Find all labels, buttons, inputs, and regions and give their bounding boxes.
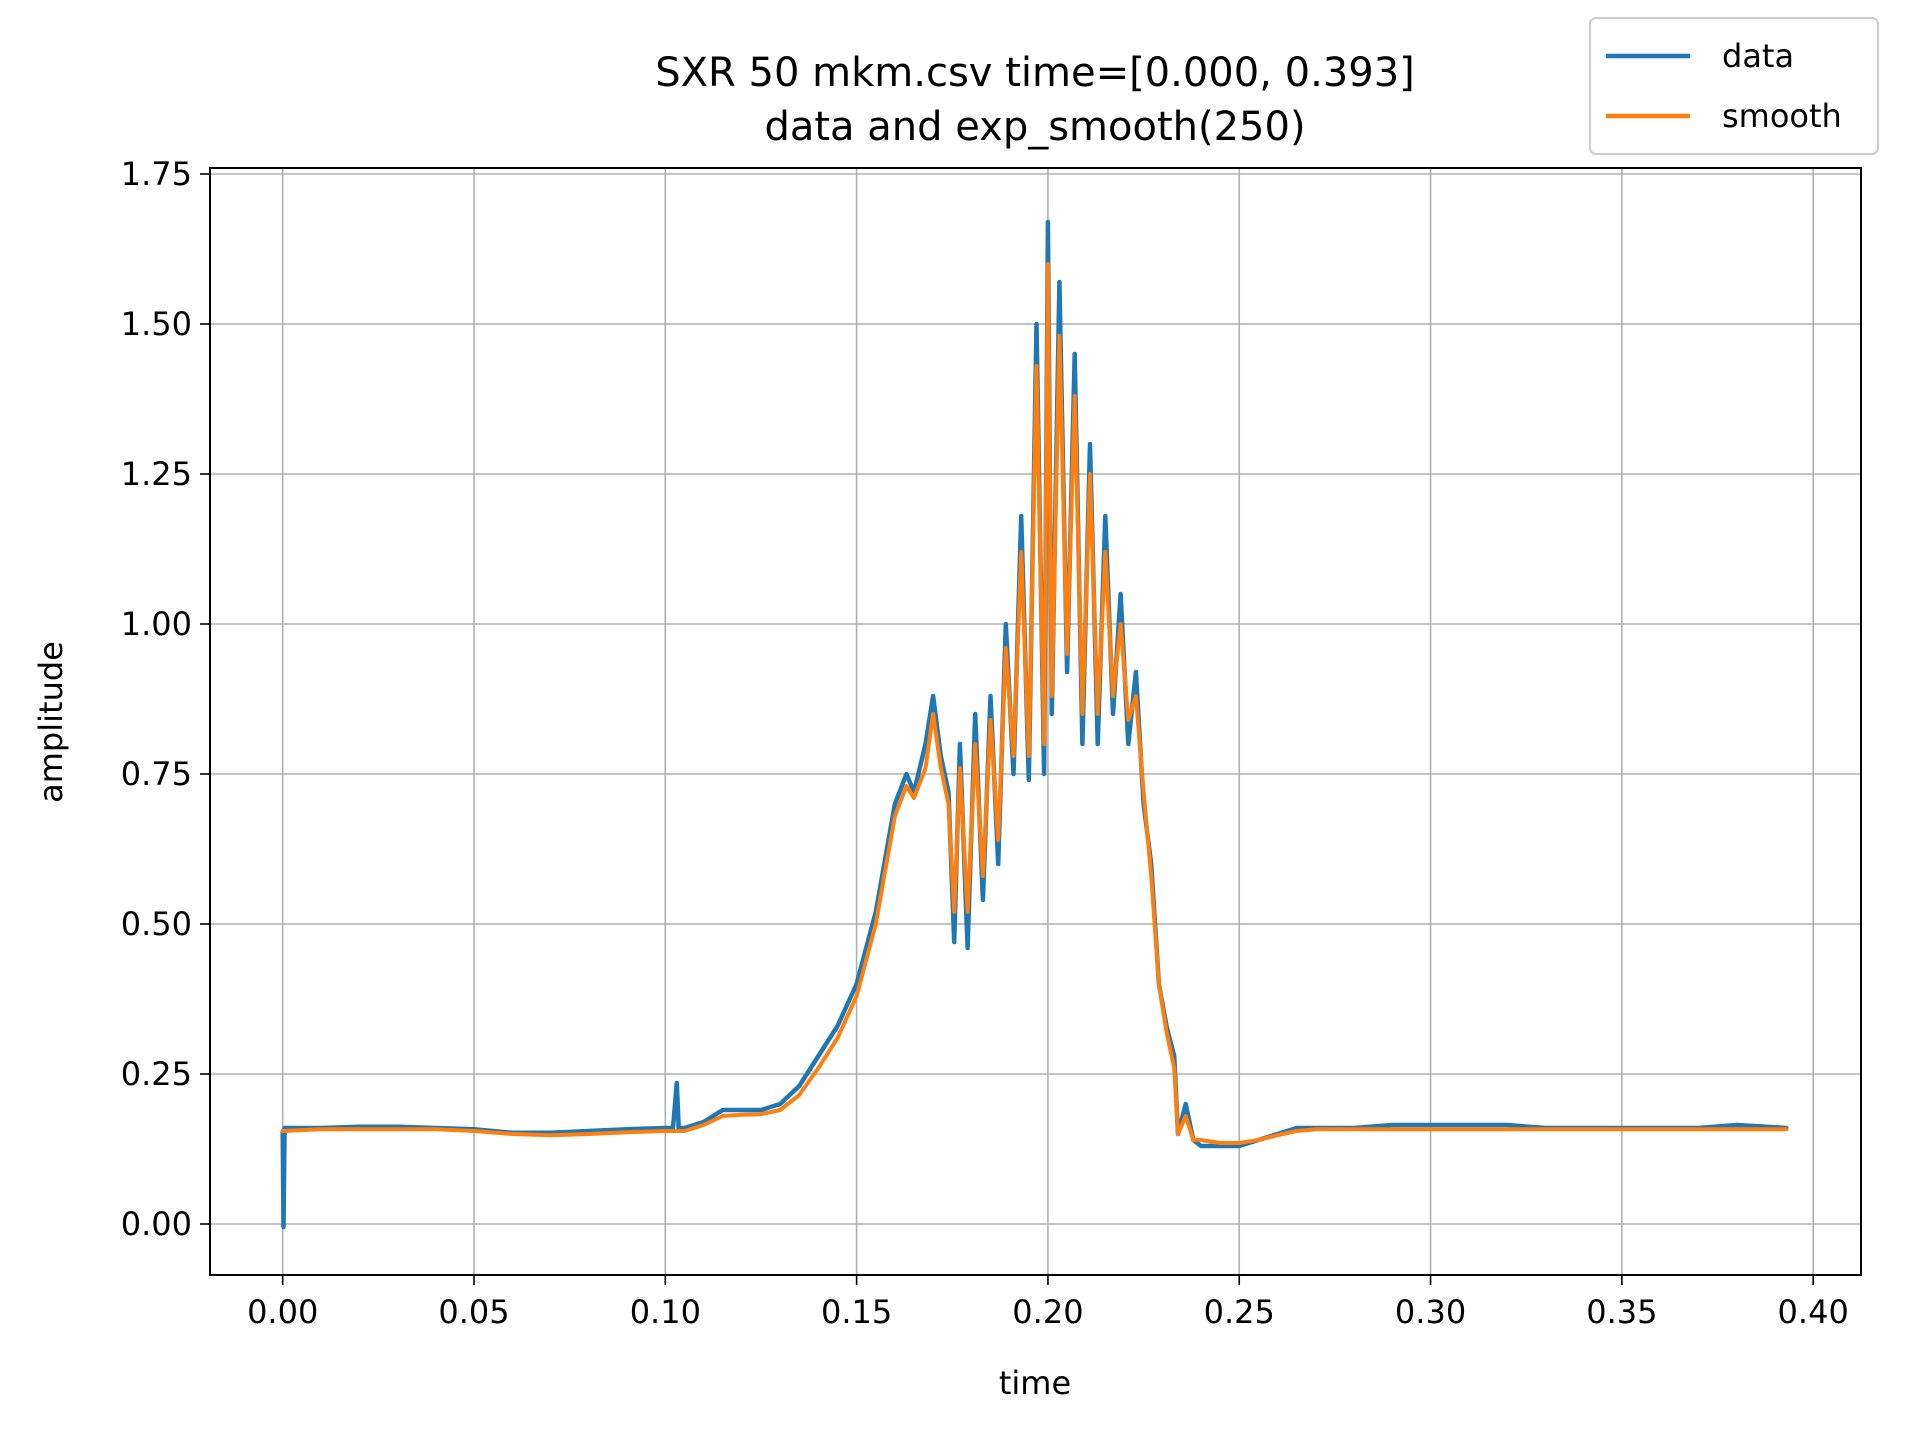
plot-lines (280, 219, 1789, 1230)
y-tick-label: 1.00 (121, 605, 192, 643)
y-tick-label: 1.25 (121, 455, 192, 493)
y-axis: 0.00 0.25 0.50 0.75 1.00 1.25 1.50 1.75 (121, 155, 210, 1243)
x-tick-label: 0.05 (438, 1293, 509, 1331)
x-tick-label: 0.35 (1586, 1293, 1657, 1331)
x-tick-label: 0.10 (630, 1293, 701, 1331)
series-line-smooth (280, 262, 1789, 1145)
x-axis: 0.00 0.05 0.10 0.15 0.20 0.25 0.30 0.35 0.40 (247, 1275, 1849, 1331)
x-tick-label: 0.40 (1778, 1293, 1849, 1331)
legend-label-data: data (1722, 37, 1794, 75)
y-tick-label: 0.50 (121, 905, 192, 943)
legend-box (1589, 17, 1879, 155)
x-tick-label: 0.15 (821, 1293, 892, 1331)
y-tick-label: 1.75 (121, 155, 192, 193)
legend: data smooth (1589, 17, 1879, 155)
x-tick-label: 0.30 (1395, 1293, 1466, 1331)
plot-frame (209, 167, 1862, 1276)
y-tick-label: 0.00 (121, 1205, 192, 1243)
y-tick-label: 0.25 (121, 1055, 192, 1093)
x-tick-label: 0.25 (1204, 1293, 1275, 1331)
y-tick-label: 1.50 (121, 305, 192, 343)
y-axis-label: amplitude (32, 641, 70, 803)
y-tick-label: 0.75 (121, 755, 192, 793)
x-axis-label: time (999, 1364, 1071, 1402)
chart-title: SXR 50 mkm.csv time=[0.000, 0.393] (655, 50, 1415, 96)
chart-subtitle: data and exp_smooth(250) (764, 104, 1305, 150)
grid (210, 168, 1861, 1275)
x-tick-label: 0.20 (1012, 1293, 1083, 1331)
legend-label-smooth: smooth (1722, 97, 1842, 135)
x-tick-label: 0.00 (247, 1293, 318, 1331)
